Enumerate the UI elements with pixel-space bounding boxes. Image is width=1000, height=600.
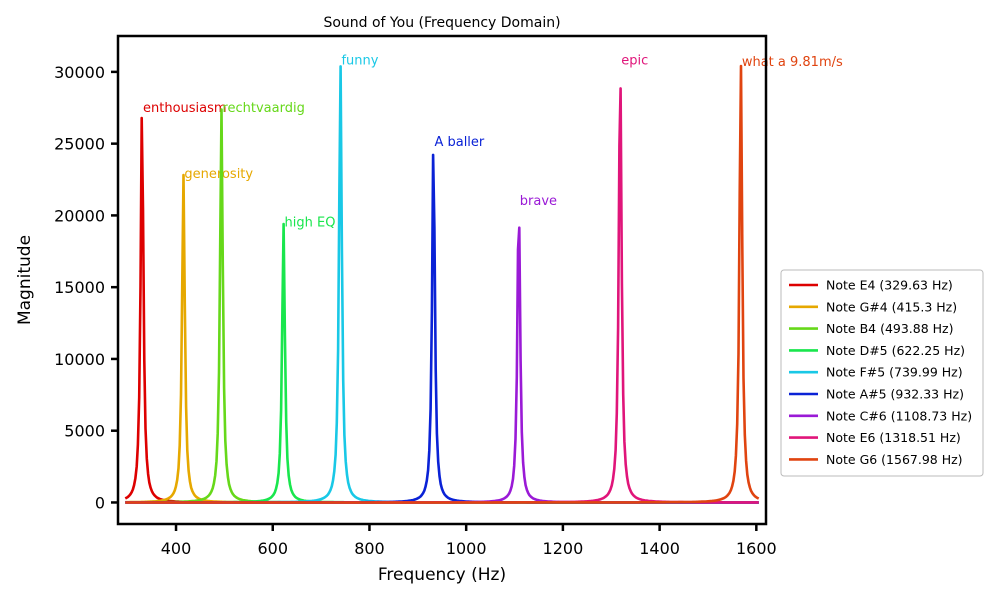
peak-annotation-5: A baller — [434, 135, 484, 150]
peak-annotation-7: epic — [621, 53, 648, 68]
legend-label-1: Note G#4 (415.3 Hz) — [826, 299, 957, 314]
y-tick-label-5: 25000 — [54, 135, 105, 154]
series-line-8 — [125, 64, 760, 504]
x-tick-label-1: 600 — [257, 539, 288, 558]
x-tick-label-6: 1600 — [736, 539, 777, 558]
x-tick-label-5: 1400 — [639, 539, 680, 558]
y-tick-label-1: 5000 — [64, 422, 105, 441]
peak-annotation-4: funny — [341, 53, 378, 68]
x-tick-label-0: 400 — [161, 539, 192, 558]
legend: Note E4 (329.63 Hz) Note G#4 (415.3 Hz) No… — [780, 269, 984, 477]
legend-label-8: Note G6 (1567.98 Hz) — [826, 452, 963, 467]
y-axis-label: Magnitude — [15, 235, 35, 325]
chart-title: Sound of You (Frequency Domain) — [323, 15, 560, 31]
y-tick-label-6: 30000 — [54, 63, 105, 82]
peak-annotation-2: rechtvaardig — [222, 101, 304, 116]
y-tick-label-0: 0 — [95, 493, 105, 512]
x-tick-label-2: 800 — [354, 539, 385, 558]
peak-annotation-8: what a 9.81m/s — [742, 55, 843, 70]
legend-label-5: Note A#5 (932.33 Hz) — [826, 387, 964, 402]
legend-label-7: Note E6 (1318.51 Hz) — [826, 430, 961, 445]
plot-frame — [116, 34, 768, 526]
legend-box — [780, 269, 984, 477]
y-tick-label-4: 20000 — [54, 206, 105, 225]
x-axis-label: Frequency (Hz) — [378, 565, 506, 585]
y-tick-label-3: 15000 — [54, 278, 105, 297]
x-tick-label-4: 1200 — [543, 539, 584, 558]
peak-annotation-1: generosity — [184, 167, 253, 182]
x-axis: 400 600 800 1000 1200 1400 1600 — [161, 524, 777, 558]
legend-label-4: Note F#5 (739.99 Hz) — [826, 365, 963, 380]
legend-label-6: Note C#6 (1108.73 Hz) — [826, 408, 972, 423]
y-tick-label-2: 10000 — [54, 350, 105, 369]
series-line-2 — [125, 108, 759, 504]
legend-label-2: Note B4 (493.88 Hz) — [826, 321, 954, 336]
peak-annotation-6: brave — [520, 194, 557, 209]
legend-label-3: Note D#5 (622.25 Hz) — [826, 343, 965, 358]
peak-annotation-3: high EQ — [285, 216, 336, 231]
plot-area: enthousiasm generosity rechtvaardig high EQ… — [124, 53, 843, 504]
peak-annotation-0: enthousiasm — [143, 101, 227, 116]
x-tick-label-3: 1000 — [446, 539, 487, 558]
y-axis: 0 5000 10000 15000 20000 25000 30000 — [54, 63, 118, 512]
legend-label-0: Note E4 (329.63 Hz) — [826, 278, 953, 293]
